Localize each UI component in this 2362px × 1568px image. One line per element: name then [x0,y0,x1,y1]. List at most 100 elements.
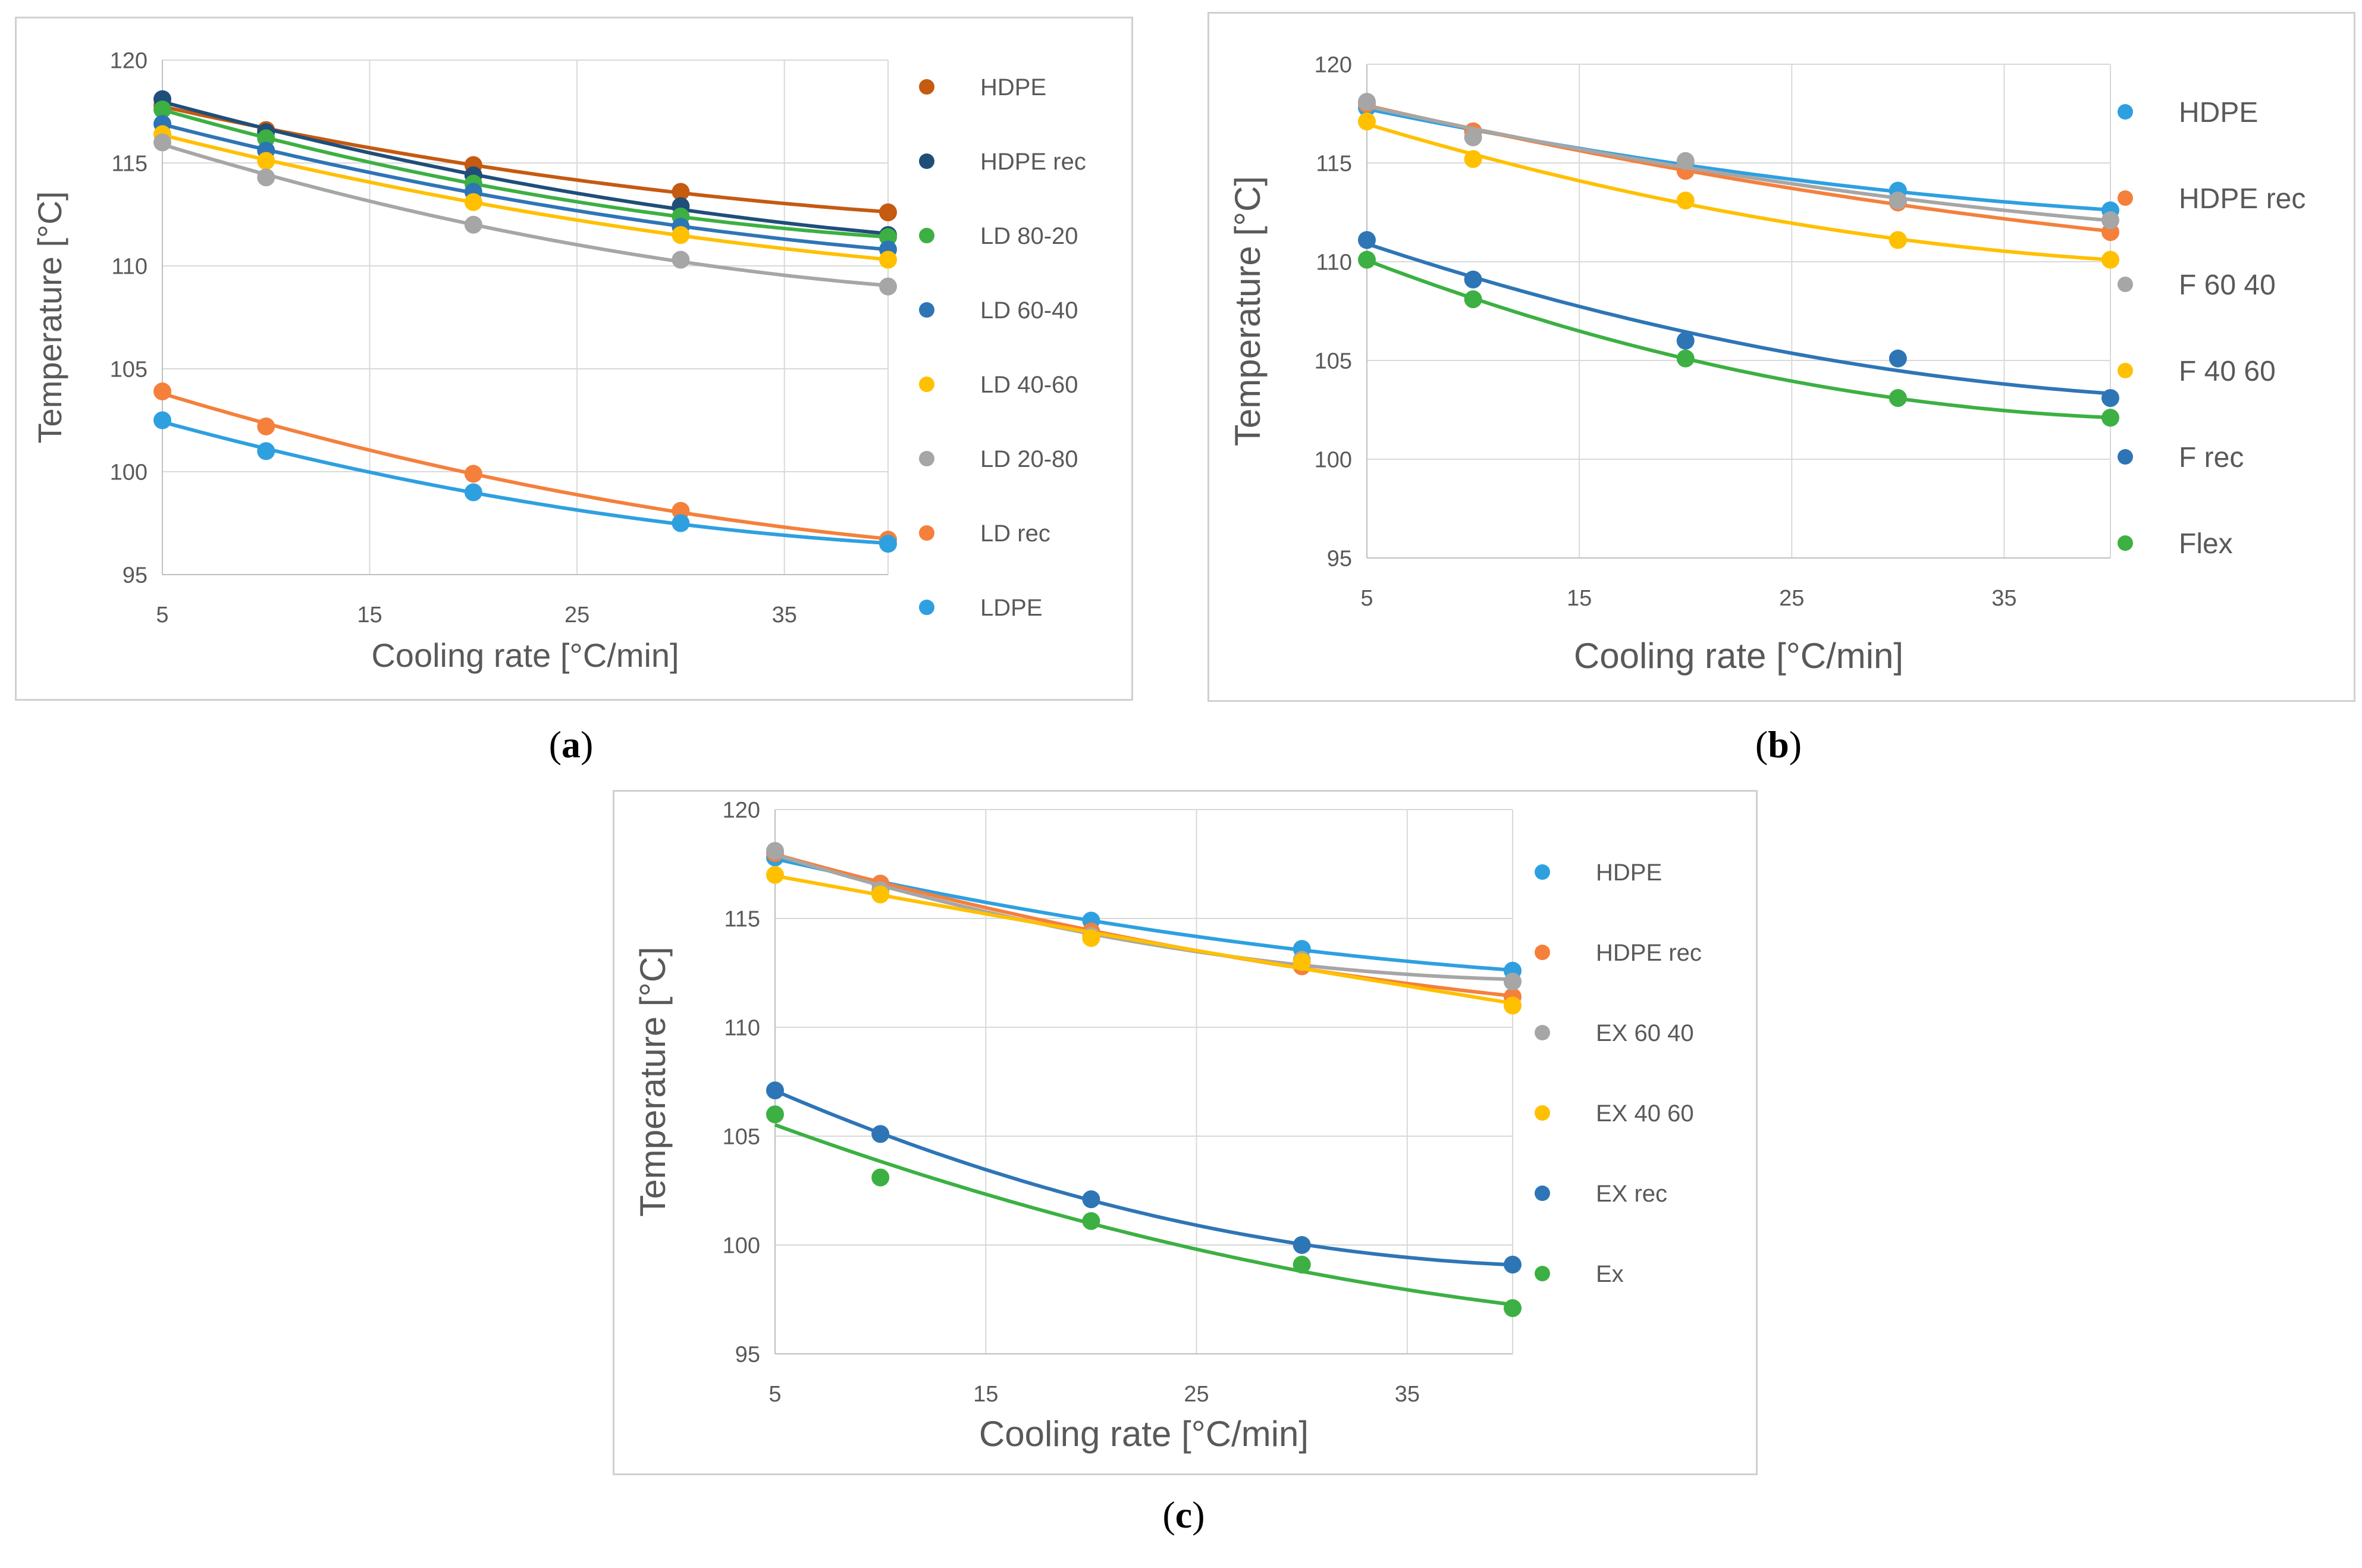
legend-label: HDPE rec [1596,940,1702,966]
legend-marker [1535,864,1550,880]
data-point [1293,1255,1311,1274]
legend-label: LD 20-80 [980,446,1078,472]
legend-marker [919,451,934,466]
legend-entry: HDPE [1535,860,1662,886]
x-tick-label: 25 [1184,1382,1209,1407]
legend-marker [919,525,934,541]
series-ex-40-60 [766,865,1522,1015]
legend-label: HDPE [2179,97,2258,128]
data-point [464,465,482,483]
trendline [1366,258,2111,419]
legend-label: HDPE rec [2179,183,2305,215]
data-point [672,183,690,201]
data-point [153,101,171,119]
y-tick-label: 105 [110,357,148,382]
data-point [1676,192,1695,210]
data-point [1676,152,1695,170]
data-point [879,250,897,269]
legend-entry: LD rec [919,520,1050,547]
data-point [1504,973,1522,991]
data-point [1889,192,1907,210]
y-axis-title: Temperature [°C] [633,946,673,1216]
x-tick-label: 35 [1991,586,2016,611]
data-point [1889,389,1907,407]
series-ldpe [153,411,897,553]
data-point [153,133,171,152]
legend-marker [2118,535,2133,551]
legend-marker [1535,1266,1550,1281]
y-tick-label: 105 [1315,349,1352,374]
legend-marker [1535,1186,1550,1201]
y-tick-label: 120 [723,798,760,823]
legend-entry: LD 40-60 [919,372,1078,398]
data-point [1504,1299,1522,1318]
legend-entry: LD 80-20 [919,223,1078,249]
gridlines [162,59,889,575]
y-tick-label: 115 [724,907,760,932]
legend-label: EX rec [1596,1181,1667,1207]
x-tick-label: 15 [1567,586,1592,611]
data-point [871,1168,890,1187]
legend-marker [919,79,934,95]
legend-entry: EX 60 40 [1535,1020,1694,1046]
legend-marker [919,302,934,318]
data-point [1082,929,1100,947]
legend-label: LD rec [980,520,1050,547]
trendline [162,108,889,239]
legend-label: HDPE rec [980,149,1086,175]
data-point [257,152,275,170]
x-tick-label: 35 [772,603,797,628]
data-point [871,1125,890,1143]
y-axis-title: Temperature [°C] [1228,176,1268,446]
legend-label: LDPE [980,595,1043,621]
series-f-40-60 [1358,112,2119,269]
legend-marker [2118,363,2133,378]
series-hdpe-rec [1358,95,2119,242]
data-point [1358,112,1376,131]
data-point [879,228,897,246]
legend-label: Ex [1596,1261,1624,1287]
legend-entry: F rec [2118,442,2244,473]
legend-label: EX 40 60 [1596,1100,1694,1127]
data-point [1358,93,1376,111]
legend-entry: HDPE rec [1535,940,1702,966]
y-tick-label: 95 [735,1342,760,1367]
legend-marker [2118,449,2133,465]
legend-label: HDPE [980,74,1046,101]
data-point [257,442,275,460]
data-point [766,865,784,884]
legend-marker [2118,277,2133,292]
x-axis-title: Cooling rate [°C/min] [979,1414,1309,1454]
legend-marker [1535,945,1550,960]
legend-marker [919,228,934,243]
data-point [879,535,897,553]
data-point [672,250,690,269]
legend-entry: EX rec [1535,1181,1667,1207]
x-tick-label: 35 [1395,1382,1420,1407]
gridlines [1366,64,2111,559]
series-flex [1358,250,2119,427]
series-hdpe-rec [766,844,1522,1006]
y-tick-label: 115 [1316,151,1352,176]
legend-marker [919,600,934,615]
legend-marker [919,153,934,169]
caption-c-letter: c [1175,1494,1193,1536]
series-f-rec [1358,231,2119,407]
trendline [774,1123,1513,1307]
x-tick-label: 15 [357,603,382,628]
legend-marker [2118,104,2133,120]
x-axis-title: Cooling rate [°C/min] [371,636,679,674]
series-ex-60-40 [766,842,1522,991]
y-tick-label: 110 [724,1015,760,1040]
data-point [1504,1255,1522,1274]
legend-label: EX 60 40 [1596,1020,1694,1046]
data-point [153,411,171,429]
chart-panel-b: 95 100 105 110 115 120 5 15 25 35 Cooling rate [°C… [1207,12,2355,702]
chart-b-svg: 95 100 105 110 115 120 5 15 25 35 Cooling rate [°C… [1228,52,2305,676]
data-point [464,483,482,501]
x-tick-label: 25 [1779,586,1804,611]
y-tick-label: 110 [111,254,148,279]
y-tick-label: 105 [723,1124,760,1149]
y-tick-label: 95 [1327,546,1352,571]
data-point [464,193,482,211]
